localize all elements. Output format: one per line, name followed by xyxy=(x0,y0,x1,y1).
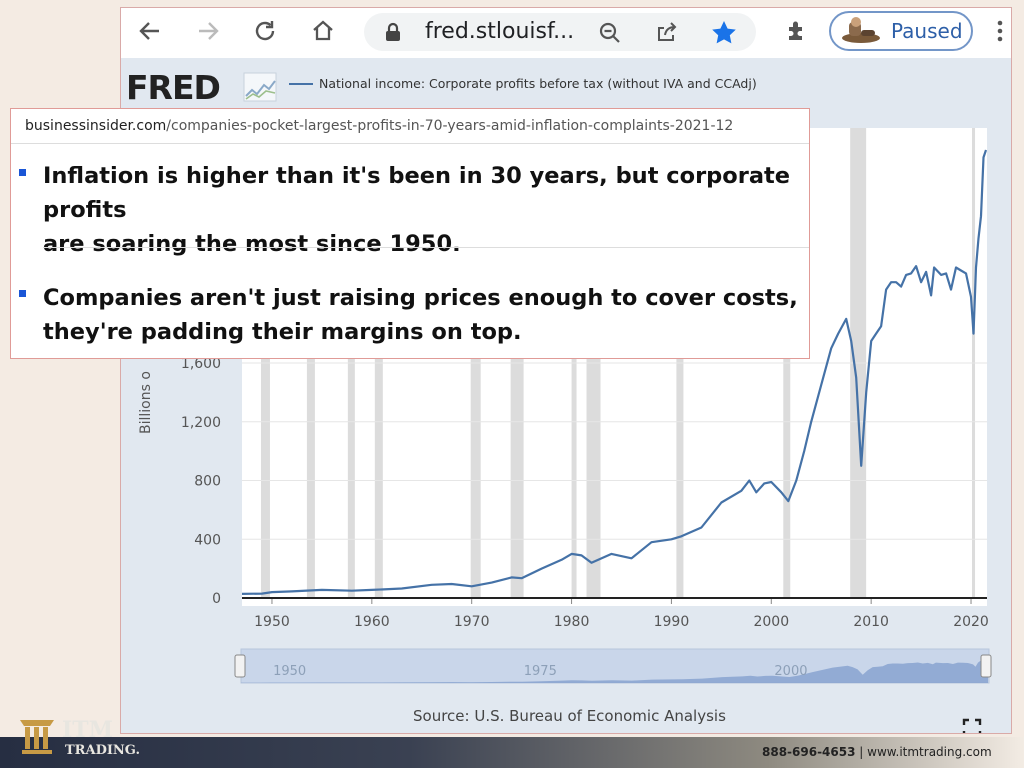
x-tick-label: 1950 xyxy=(254,614,290,630)
zoom-out-icon[interactable] xyxy=(597,20,623,50)
paused-label: Paused xyxy=(891,19,963,43)
url-text[interactable]: fred.stlouisf... xyxy=(425,19,575,44)
x-tick-label: 1970 xyxy=(454,614,490,630)
fred-logo[interactable]: FRED xyxy=(126,68,221,107)
back-arrow-icon[interactable] xyxy=(135,16,165,46)
navigator-label: 2000 xyxy=(774,664,807,679)
share-icon[interactable] xyxy=(654,20,680,50)
footer-separator: | xyxy=(859,745,864,759)
series-title: National income: Corporate profits befor… xyxy=(319,76,757,91)
y-tick-label: 400 xyxy=(194,532,221,548)
extensions-puzzle-icon[interactable] xyxy=(782,16,812,46)
article-excerpt-card: businessinsider.com/companies-pocket-lar… xyxy=(10,108,810,359)
navigator-label: 1975 xyxy=(524,664,557,679)
lock-icon[interactable] xyxy=(384,22,402,46)
fred-chart-logo-icon xyxy=(243,72,277,106)
y-tick-label: 0 xyxy=(212,591,221,607)
article-url-domain: businessinsider.com xyxy=(25,118,167,134)
footer-website[interactable]: www.itmtrading.com xyxy=(867,745,992,759)
fullscreen-icon[interactable] xyxy=(961,717,983,733)
footer-bar xyxy=(0,737,1024,768)
footer-phone: 888-696-4653 xyxy=(762,745,856,759)
x-tick-label: 1980 xyxy=(554,614,590,630)
menu-kebab-icon[interactable] xyxy=(993,16,1007,46)
y-tick-label: 1,200 xyxy=(181,415,221,431)
browser-toolbar: fred.stlouisf... Paused xyxy=(121,8,1011,58)
itm-brand-name: ITM xyxy=(62,717,114,743)
navigator-label: 1950 xyxy=(273,664,306,679)
article-url-path: /companies-pocket-largest-profits-in-70-… xyxy=(166,118,734,134)
x-tick-label: 1960 xyxy=(354,614,390,630)
divider xyxy=(43,247,809,248)
bullet-marker xyxy=(19,290,26,297)
bookmark-star-icon[interactable] xyxy=(710,19,738,51)
y-tick-label: 800 xyxy=(194,474,221,490)
forward-arrow-icon[interactable] xyxy=(193,16,223,46)
itm-brand-sub: TRADING. xyxy=(65,743,140,758)
y-axis-label: Billions o xyxy=(138,371,154,434)
navigator-area xyxy=(241,655,988,683)
avatar xyxy=(839,16,883,50)
bullet-2-line1: Companies aren't just raising prices eno… xyxy=(43,285,798,311)
bullet-1-line2: are soaring the most since 1950. xyxy=(43,231,461,257)
article-url[interactable]: businessinsider.com/companies-pocket-lar… xyxy=(25,118,733,134)
footer-contact: 888-696-4653 | www.itmtrading.com xyxy=(762,745,992,759)
navigator-left-handle[interactable] xyxy=(234,654,246,678)
y-tick-label: 1,600 xyxy=(181,356,221,372)
source-note: Source: U.S. Bureau of Economic Analysis xyxy=(413,707,726,725)
x-tick-label: 2020 xyxy=(953,614,989,630)
series-line xyxy=(241,149,988,595)
bullet-marker xyxy=(19,169,26,176)
x-tick-label: 2010 xyxy=(853,614,889,630)
home-icon[interactable] xyxy=(308,16,338,46)
x-tick-label: 2000 xyxy=(753,614,789,630)
address-bar[interactable]: fred.stlouisf... xyxy=(364,13,756,51)
legend-line-swatch xyxy=(289,83,313,85)
bullet-2-text: Companies aren't just raising prices eno… xyxy=(43,281,798,349)
divider xyxy=(11,143,809,144)
x-tick-label: 1990 xyxy=(654,614,690,630)
bullet-1-line1: Inflation is higher than it's been in 30… xyxy=(43,163,791,223)
profile-paused-button[interactable]: Paused xyxy=(829,11,973,51)
bullet-2-line2: they're padding their margins on top. xyxy=(43,319,522,345)
itm-pillar-logo-icon xyxy=(18,712,56,762)
reload-icon[interactable] xyxy=(250,16,280,46)
navigator-right-handle[interactable] xyxy=(980,654,992,678)
bullet-1-text: Inflation is higher than it's been in 30… xyxy=(43,159,809,261)
